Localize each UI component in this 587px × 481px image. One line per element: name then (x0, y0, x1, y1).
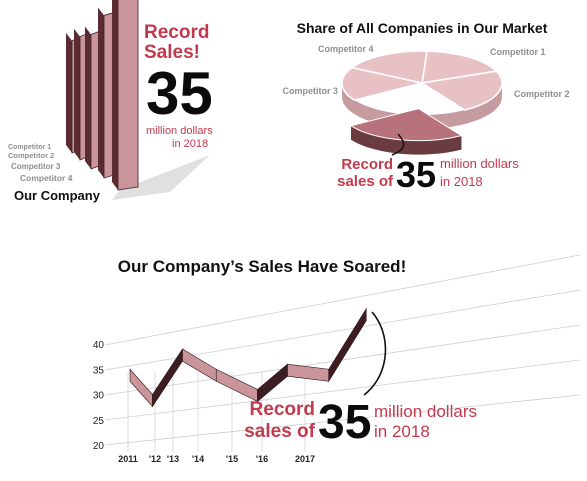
pie-slice (349, 108, 463, 142)
pie-slice-label: Competitor 2 (514, 89, 570, 99)
line-callout-leader (363, 311, 387, 396)
x-tick-label: 2017 (295, 454, 315, 464)
pie-slice-label: Competitor 1 (490, 47, 546, 57)
pie-callout-value: 35 (396, 154, 436, 195)
bar-side-1 (66, 32, 72, 153)
pie-body (341, 50, 503, 155)
line-callout-year: in 2018 (374, 422, 430, 441)
ribbon-segment (215, 368, 258, 402)
line-callout-record: Record (250, 399, 315, 420)
pie-slice (419, 70, 503, 111)
x-tick-label: '15 (226, 454, 238, 464)
pie-callout-record: Record (341, 156, 393, 173)
bar-side-2 (74, 28, 80, 160)
x-tick-label: '16 (256, 454, 268, 464)
callout-value: 35 (146, 60, 213, 127)
line-callout-value: 35 (318, 396, 371, 449)
grid-line (104, 324, 581, 396)
bar-front-5 (117, 0, 139, 191)
bar-marks (66, 0, 139, 191)
bar-category-label: Competitor 2 (8, 151, 54, 160)
y-tick-label: 40 (93, 340, 105, 351)
bar-side-5 (112, 0, 118, 190)
x-tick-label: '13 (167, 454, 179, 464)
x-tick-label: '12 (149, 454, 161, 464)
line-chart: Our Company’s Sales Have Soared! 40 35 30 2… (93, 254, 581, 464)
bar-category-label: Competitor 1 (8, 144, 51, 151)
y-tick-label: 20 (93, 441, 105, 452)
callout-year: in 2018 (172, 138, 208, 150)
ribbon-segment (287, 363, 330, 382)
bar-front-3 (90, 30, 100, 170)
bar-side-3 (85, 26, 91, 170)
pie-title: Share of All Companies in Our Market (297, 20, 548, 36)
pie-callout-year: in 2018 (440, 174, 483, 189)
bar-category-label: Competitor 3 (11, 162, 61, 171)
bar-category-label: Our Company (14, 188, 101, 203)
grid-line (104, 254, 581, 346)
pie-callout-unit: million dollars (440, 156, 519, 171)
y-tick-label: 30 (93, 391, 105, 402)
pie-slice-label: Competitor 3 (282, 86, 338, 96)
pie-labels: Competitor 1 Competitor 2 Competitor 3 Comp… (282, 44, 569, 99)
pie-callout: Record sales of 35 million dollars in 20… (337, 154, 519, 195)
line-callout-unit: million dollars (374, 402, 477, 421)
x-tick-label: 2011 (118, 454, 138, 464)
pie-chart: Share of All Companies in Our Market Com… (282, 20, 569, 195)
line-callout: Record sales of 35 million dollars in 20… (244, 396, 477, 449)
line-x-ticks: 2011 '12 '13 '14 '15 '16 2017 (118, 454, 315, 464)
ribbon-segment (152, 348, 183, 408)
callout-sales: Sales! (144, 42, 200, 63)
callout-unit: million dollars (146, 125, 213, 137)
line-ribbon (129, 307, 367, 408)
line-callout-salesof: sales of (244, 421, 315, 442)
y-tick-label: 25 (93, 416, 105, 427)
callout-record: Record (144, 22, 209, 43)
line-y-ticks: 40 35 30 25 20 (93, 340, 105, 452)
pie-slice-label: Competitor 4 (318, 44, 374, 54)
bar-shadow (112, 155, 210, 200)
grid-line (104, 394, 581, 446)
pie-callout-salesof: sales of (337, 173, 394, 190)
bar-callout: Record Sales! 35 million dollars in 2018 (144, 22, 213, 150)
ribbon-segment (328, 307, 367, 383)
y-tick-label: 35 (93, 365, 105, 376)
line-title: Our Company’s Sales Have Soared! (118, 257, 406, 276)
pie-slice (421, 50, 499, 84)
grid-line (104, 359, 581, 421)
bar-side-4 (98, 7, 104, 178)
pie-slice (341, 66, 423, 102)
bar-category-label: Competitor 4 (20, 173, 73, 183)
pie-callout-leader (391, 133, 405, 156)
pie-slice (349, 50, 428, 84)
ribbon-segment (129, 368, 153, 408)
x-tick-label: '14 (192, 454, 204, 464)
line-grid (104, 254, 581, 452)
